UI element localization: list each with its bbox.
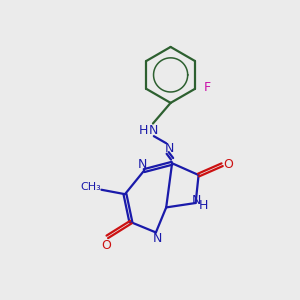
Text: N: N bbox=[164, 142, 174, 155]
Text: H: H bbox=[139, 124, 148, 137]
Text: N: N bbox=[138, 158, 147, 171]
Text: O: O bbox=[224, 158, 234, 171]
Text: CH₃: CH₃ bbox=[81, 182, 101, 192]
Text: O: O bbox=[101, 238, 111, 252]
Text: H: H bbox=[199, 199, 208, 212]
Text: N: N bbox=[191, 194, 201, 207]
Text: N: N bbox=[153, 232, 162, 245]
Text: F: F bbox=[204, 81, 211, 94]
Text: N: N bbox=[149, 124, 158, 137]
